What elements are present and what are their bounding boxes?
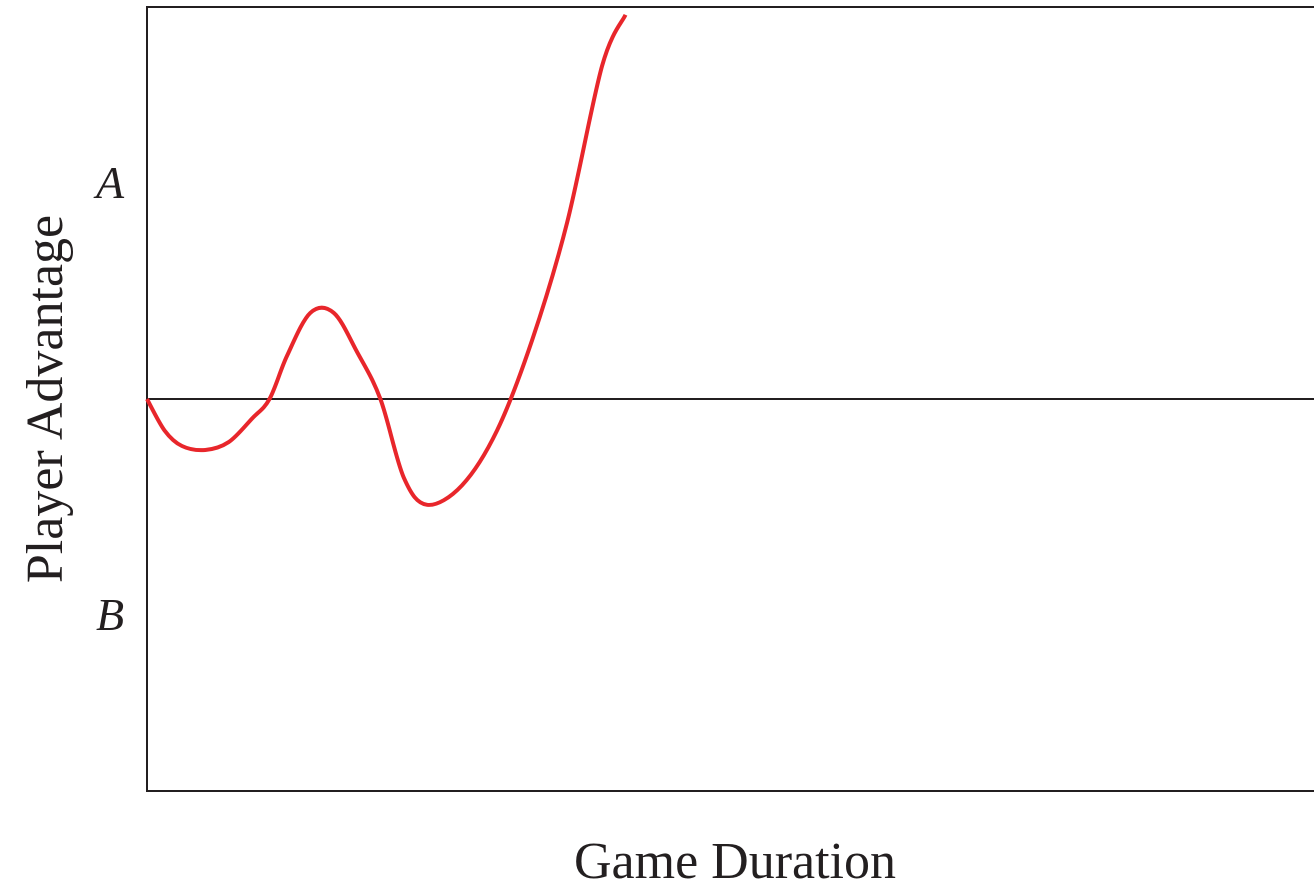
series-line [145,13,628,507]
region-label-a: A [93,157,125,208]
region-label-b: B [96,589,124,640]
y-axis-label: Player Advantage [17,215,74,583]
x-axis-label: Game Duration [574,833,896,886]
